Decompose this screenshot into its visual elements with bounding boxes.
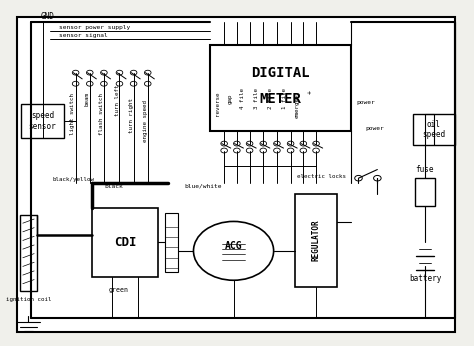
Text: light switch: light switch: [70, 93, 75, 135]
Circle shape: [313, 148, 319, 153]
Text: emerge+: emerge+: [294, 93, 299, 118]
Text: turn right: turn right: [129, 98, 134, 134]
Bar: [21, 104, 64, 138]
Bar: [92, 208, 158, 277]
Circle shape: [246, 148, 253, 153]
Text: turn left: turn left: [115, 84, 119, 116]
Text: 2 file: 2 file: [268, 88, 273, 109]
Text: METER: METER: [260, 92, 301, 106]
Text: reverse: reverse: [215, 92, 219, 116]
Text: speed: speed: [31, 111, 54, 120]
Circle shape: [73, 81, 79, 86]
Circle shape: [300, 141, 307, 146]
Circle shape: [130, 81, 137, 86]
Text: sensor power supply: sensor power supply: [59, 25, 130, 30]
Circle shape: [130, 70, 137, 75]
Circle shape: [193, 221, 273, 280]
Text: sensor: sensor: [29, 122, 56, 131]
Text: power: power: [356, 100, 375, 105]
Text: 4 file: 4 file: [240, 88, 246, 109]
Circle shape: [100, 70, 107, 75]
Text: speed: speed: [422, 130, 446, 139]
Circle shape: [116, 81, 123, 86]
Text: REGULATOR: REGULATOR: [311, 220, 320, 261]
Text: black: black: [104, 183, 123, 189]
Text: DIGITAL: DIGITAL: [251, 66, 310, 80]
Circle shape: [287, 141, 294, 146]
Circle shape: [221, 148, 228, 153]
Circle shape: [221, 141, 228, 146]
Circle shape: [100, 81, 107, 86]
Text: 1 file: 1 file: [282, 88, 286, 109]
Text: beam: beam: [85, 92, 90, 106]
Circle shape: [234, 148, 240, 153]
Circle shape: [374, 175, 381, 181]
Circle shape: [313, 141, 319, 146]
Text: green: green: [109, 288, 128, 293]
Bar: [165, 213, 178, 272]
Circle shape: [300, 148, 307, 153]
Circle shape: [287, 148, 294, 153]
Circle shape: [260, 148, 266, 153]
Text: power: power: [365, 126, 384, 131]
Bar: [295, 194, 337, 287]
Text: gap: gap: [228, 93, 233, 104]
Text: blue/white: blue/white: [184, 183, 221, 189]
Circle shape: [145, 70, 151, 75]
Text: ignition coil: ignition coil: [6, 297, 51, 302]
Text: CDI: CDI: [114, 236, 137, 249]
Circle shape: [86, 70, 93, 75]
Text: oil: oil: [427, 120, 441, 129]
Circle shape: [273, 148, 280, 153]
Bar: [20, 215, 37, 291]
Text: fuse: fuse: [416, 165, 434, 174]
Text: battery: battery: [409, 274, 441, 283]
Text: +: +: [307, 90, 312, 94]
Circle shape: [273, 141, 280, 146]
Text: electric locks: electric locks: [297, 174, 346, 179]
Circle shape: [234, 141, 240, 146]
Text: 3 file: 3 file: [254, 88, 259, 109]
Bar: [415, 178, 435, 206]
Circle shape: [116, 70, 123, 75]
Text: black/yellow: black/yellow: [52, 176, 94, 182]
Circle shape: [86, 81, 93, 86]
Circle shape: [355, 175, 362, 181]
Circle shape: [260, 141, 266, 146]
Text: GND: GND: [40, 12, 54, 21]
Circle shape: [73, 70, 79, 75]
Circle shape: [246, 141, 253, 146]
Text: ACG: ACG: [225, 241, 242, 251]
Text: sensor signal: sensor signal: [59, 33, 108, 38]
Text: flash switch: flash switch: [99, 93, 104, 135]
Bar: [413, 114, 455, 145]
Text: engine speed: engine speed: [143, 100, 148, 142]
Bar: [210, 45, 351, 131]
Circle shape: [145, 81, 151, 86]
